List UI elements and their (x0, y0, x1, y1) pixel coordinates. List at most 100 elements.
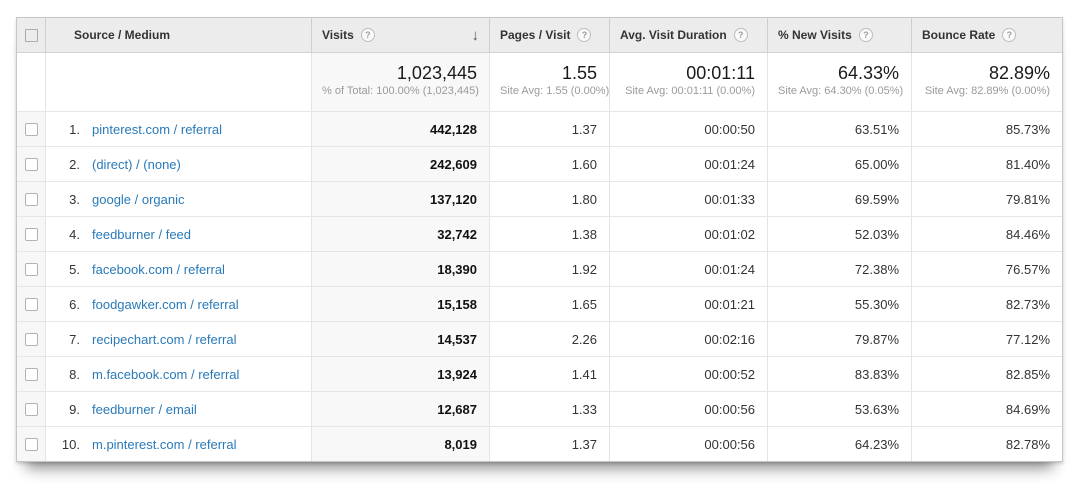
table-row: 10. m.pinterest.com / referral 8,019 1.3… (17, 426, 1062, 461)
avg-visit-duration-cell: 00:02:16 (609, 322, 767, 356)
row-checkbox-cell (17, 112, 45, 146)
table-row: 4. feedburner / feed 32,742 1.38 00:01:0… (17, 216, 1062, 251)
source-medium-link[interactable]: (direct) / (none) (92, 156, 181, 172)
new-visits-cell: 63.51% (767, 112, 911, 146)
column-header-label: Avg. Visit Duration (620, 28, 727, 42)
visits-cell: 15,158 (311, 287, 489, 321)
source-medium-cell: 6. foodgawker.com / referral (45, 287, 311, 321)
bounce-rate-cell: 84.46% (911, 217, 1062, 251)
summary-value: 1.55 (561, 63, 597, 83)
bounce-rate-cell: 84.69% (911, 392, 1062, 426)
row-checkbox[interactable] (24, 157, 38, 171)
table-row: 1. pinterest.com / referral 442,128 1.37… (17, 111, 1062, 146)
row-checkbox[interactable] (24, 367, 38, 381)
select-all-checkbox[interactable] (24, 28, 38, 42)
visits-cell: 14,537 (311, 322, 489, 356)
visits-cell: 13,924 (311, 357, 489, 391)
bounce-rate-cell: 79.81% (911, 182, 1062, 216)
table-row: 6. foodgawker.com / referral 15,158 1.65… (17, 286, 1062, 321)
column-header-visits[interactable]: Visits ? ↓ (311, 18, 489, 52)
pages-per-visit-cell: 1.80 (489, 182, 609, 216)
row-index: 10. (61, 436, 80, 452)
new-visits-cell: 64.23% (767, 427, 911, 461)
row-checkbox-cell (17, 392, 45, 426)
row-checkbox[interactable] (24, 297, 38, 311)
source-medium-link[interactable]: m.pinterest.com / referral (92, 436, 237, 452)
source-medium-link[interactable]: feedburner / email (92, 401, 197, 417)
pages-per-visit-cell: 1.33 (489, 392, 609, 426)
source-medium-cell: 2. (direct) / (none) (45, 147, 311, 181)
new-visits-cell: 53.63% (767, 392, 911, 426)
source-medium-cell: 10. m.pinterest.com / referral (45, 427, 311, 461)
bounce-rate-cell: 85.73% (911, 112, 1062, 146)
row-checkbox[interactable] (24, 227, 38, 241)
row-checkbox-cell (17, 182, 45, 216)
visits-cell: 12,687 (311, 392, 489, 426)
column-header-source-medium[interactable]: Source / Medium (45, 18, 311, 52)
summary-value: 64.33% (837, 63, 899, 83)
bounce-rate-cell: 76.57% (911, 252, 1062, 286)
source-medium-link[interactable]: google / organic (92, 191, 185, 207)
avg-visit-duration-cell: 00:01:02 (609, 217, 767, 251)
pages-per-visit-cell: 1.92 (489, 252, 609, 286)
visits-cell: 8,019 (311, 427, 489, 461)
avg-visit-duration-cell: 00:01:24 (609, 252, 767, 286)
row-index: 6. (69, 296, 80, 312)
row-checkbox[interactable] (24, 437, 38, 451)
pages-per-visit-cell: 1.37 (489, 112, 609, 146)
source-medium-cell: 8. m.facebook.com / referral (45, 357, 311, 391)
row-checkbox[interactable] (24, 262, 38, 276)
source-medium-link[interactable]: m.facebook.com / referral (92, 366, 240, 382)
row-checkbox-cell (17, 287, 45, 321)
table-row: 2. (direct) / (none) 242,609 1.60 00:01:… (17, 146, 1062, 181)
summary-subtext: Site Avg: 1.55 (0.00%) (500, 85, 610, 97)
sort-descending-icon[interactable]: ↓ (471, 26, 480, 44)
source-medium-cell: 4. feedburner / feed (45, 217, 311, 251)
summary-value: 82.89% (988, 63, 1050, 83)
column-header-pages-per-visit[interactable]: Pages / Visit ? (489, 18, 609, 52)
help-icon[interactable]: ? (577, 28, 592, 42)
row-checkbox[interactable] (24, 332, 38, 346)
summary-subtext: Site Avg: 00:01:11 (0.00%) (625, 85, 755, 97)
source-medium-link[interactable]: foodgawker.com / referral (92, 296, 239, 312)
summary-value: 00:01:11 (686, 63, 755, 83)
visits-cell: 242,609 (311, 147, 489, 181)
avg-visit-duration-cell: 00:00:52 (609, 357, 767, 391)
row-checkbox[interactable] (24, 192, 38, 206)
summary-bounce-rate: 82.89% Site Avg: 82.89% (0.00%) (911, 53, 1062, 111)
column-header-label: % New Visits (778, 28, 852, 42)
new-visits-cell: 69.59% (767, 182, 911, 216)
help-icon[interactable]: ? (1002, 28, 1017, 42)
source-medium-link[interactable]: pinterest.com / referral (92, 121, 223, 137)
avg-visit-duration-cell: 00:00:50 (609, 112, 767, 146)
summary-avg-visit-duration: 00:01:11 Site Avg: 00:01:11 (0.00%) (609, 53, 767, 111)
row-checkbox[interactable] (24, 122, 38, 136)
row-index: 7. (69, 331, 80, 347)
row-index: 5. (69, 261, 80, 277)
row-checkbox[interactable] (24, 402, 38, 416)
table-row: 5. facebook.com / referral 18,390 1.92 0… (17, 251, 1062, 286)
pages-per-visit-cell: 1.38 (489, 217, 609, 251)
column-header-label: Bounce Rate (922, 28, 996, 42)
summary-subtext: Site Avg: 64.30% (0.05%) (778, 85, 904, 97)
source-medium-link[interactable]: feedburner / feed (92, 226, 192, 242)
new-visits-cell: 52.03% (767, 217, 911, 251)
row-checkbox-cell (17, 427, 45, 461)
bounce-rate-cell: 77.12% (911, 322, 1062, 356)
table-row: 9. feedburner / email 12,687 1.33 00:00:… (17, 391, 1062, 426)
column-header-bounce-rate[interactable]: Bounce Rate ? (911, 18, 1062, 52)
column-header-avg-visit-duration[interactable]: Avg. Visit Duration ? (609, 18, 767, 52)
help-icon[interactable]: ? (858, 28, 873, 42)
column-header-new-visits[interactable]: % New Visits ? (767, 18, 911, 52)
pages-per-visit-cell: 1.60 (489, 147, 609, 181)
summary-new-visits: 64.33% Site Avg: 64.30% (0.05%) (767, 53, 911, 111)
help-icon[interactable]: ? (360, 28, 375, 42)
column-header-label: Pages / Visit (500, 28, 571, 42)
help-icon[interactable]: ? (733, 28, 748, 42)
column-header-label: Source / Medium (74, 28, 171, 42)
row-checkbox-cell (17, 252, 45, 286)
source-medium-link[interactable]: facebook.com / referral (92, 261, 225, 277)
pages-per-visit-cell: 1.41 (489, 357, 609, 391)
analytics-report-table: Source / Medium Visits ? ↓ Pages / Visit… (16, 17, 1063, 462)
source-medium-link[interactable]: recipechart.com / referral (92, 331, 237, 347)
